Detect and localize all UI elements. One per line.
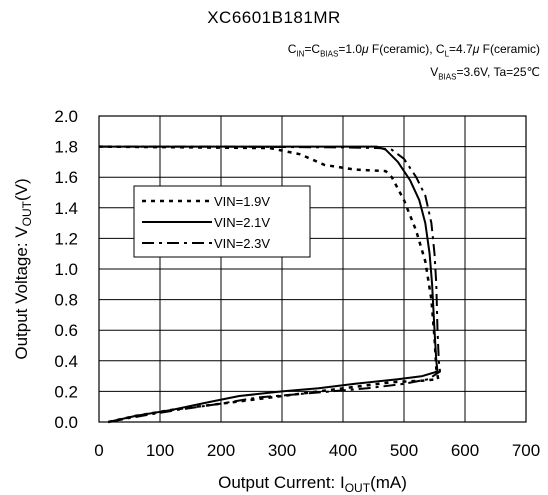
x-axis-label-main: Output Current: I (218, 473, 345, 492)
x-tick-label-1: 100 (146, 441, 174, 460)
mu-symbol-1: μ (362, 42, 369, 56)
y-tick-label-2: 0.4 (54, 352, 78, 371)
y-tick-label-8: 1.6 (54, 168, 78, 187)
vbias-value: =3.6V, Ta=25℃ (456, 65, 540, 79)
series-line-vin-1-9v (98, 145, 440, 424)
eq1: =C (304, 42, 321, 56)
y-tick-label-1: 0.2 (54, 382, 78, 401)
y-tick-label-9: 1.8 (54, 138, 78, 157)
cl-sub: L (444, 49, 450, 59)
series-line-vin-2-3v (99, 145, 441, 423)
x-tick-label-2: 200 (207, 441, 235, 460)
y-tick-labels: 0.0 0.2 0.4 0.6 0.8 1.0 1.2 1.4 1.6 1.8 2.0 (54, 107, 78, 432)
capacitor-conditions: CIN=CBIAS=1.0μ F(ceramic), CL=4.7μ F(cer… (288, 42, 540, 58)
y-axis-label-unit: (V) (12, 178, 31, 201)
y-tick-label-6: 1.2 (54, 229, 78, 248)
chart-series (98, 145, 441, 424)
legend-label-vin-1-9v: VIN=1.9V (214, 194, 270, 209)
cl-value: =4.7 (449, 42, 473, 56)
x-tick-label-3: 300 (268, 441, 296, 460)
y-tick-label-3: 0.6 (54, 321, 78, 340)
cl-units: F(ceramic) (479, 42, 540, 56)
x-tick-label-4: 400 (329, 441, 357, 460)
x-axis-label-sub: OUT (345, 481, 371, 495)
y-tick-label-10: 2.0 (54, 107, 78, 126)
y-tick-label-4: 0.8 (54, 291, 78, 310)
vbias-label: V (430, 65, 439, 79)
x-tick-label-6: 600 (451, 441, 479, 460)
legend-label-vin-2-3v: VIN=2.3V (214, 236, 270, 251)
y-tick-label-5: 1.0 (54, 260, 78, 279)
cin-label: C (287, 42, 297, 56)
x-tick-label-7: 700 (512, 441, 540, 460)
y-tick-label-0: 0.0 (54, 413, 78, 432)
x-tick-labels: 0 100 200 300 400 500 600 700 (94, 441, 540, 460)
mu-symbol-2: μ (472, 42, 480, 56)
cbias-sub: BIAS (320, 49, 339, 59)
x-axis-label: Output Current: IOUT(mA) (218, 473, 407, 495)
y-axis-label-main: Output Voltage: V (12, 226, 31, 360)
legend-label-vin-2-1v: VIN=2.1V (214, 215, 270, 230)
y-axis-label: Output Voltage: VOUT(V) (12, 178, 34, 359)
vbias-sub: BIAS (438, 72, 457, 82)
y-axis-label-sub: OUT (20, 200, 34, 226)
plot-frame (98, 115, 527, 423)
y-tick-label-7: 1.4 (54, 199, 78, 218)
x-tick-label-0: 0 (94, 441, 103, 460)
cbias-value: =1.0 (338, 42, 363, 56)
cin-units: F(ceramic), C (368, 42, 445, 56)
chart-grid (98, 115, 527, 423)
chart-title: XC6601B181MR (207, 8, 341, 27)
x-axis-label-unit: (mA) (370, 473, 407, 492)
bias-conditions: VBIAS=3.6V, Ta=25℃ (430, 65, 540, 81)
x-tick-label-5: 500 (390, 441, 418, 460)
cin-sub: IN (296, 49, 305, 59)
chart-legend: VIN=1.9V VIN=2.1V VIN=2.3V (133, 185, 311, 258)
